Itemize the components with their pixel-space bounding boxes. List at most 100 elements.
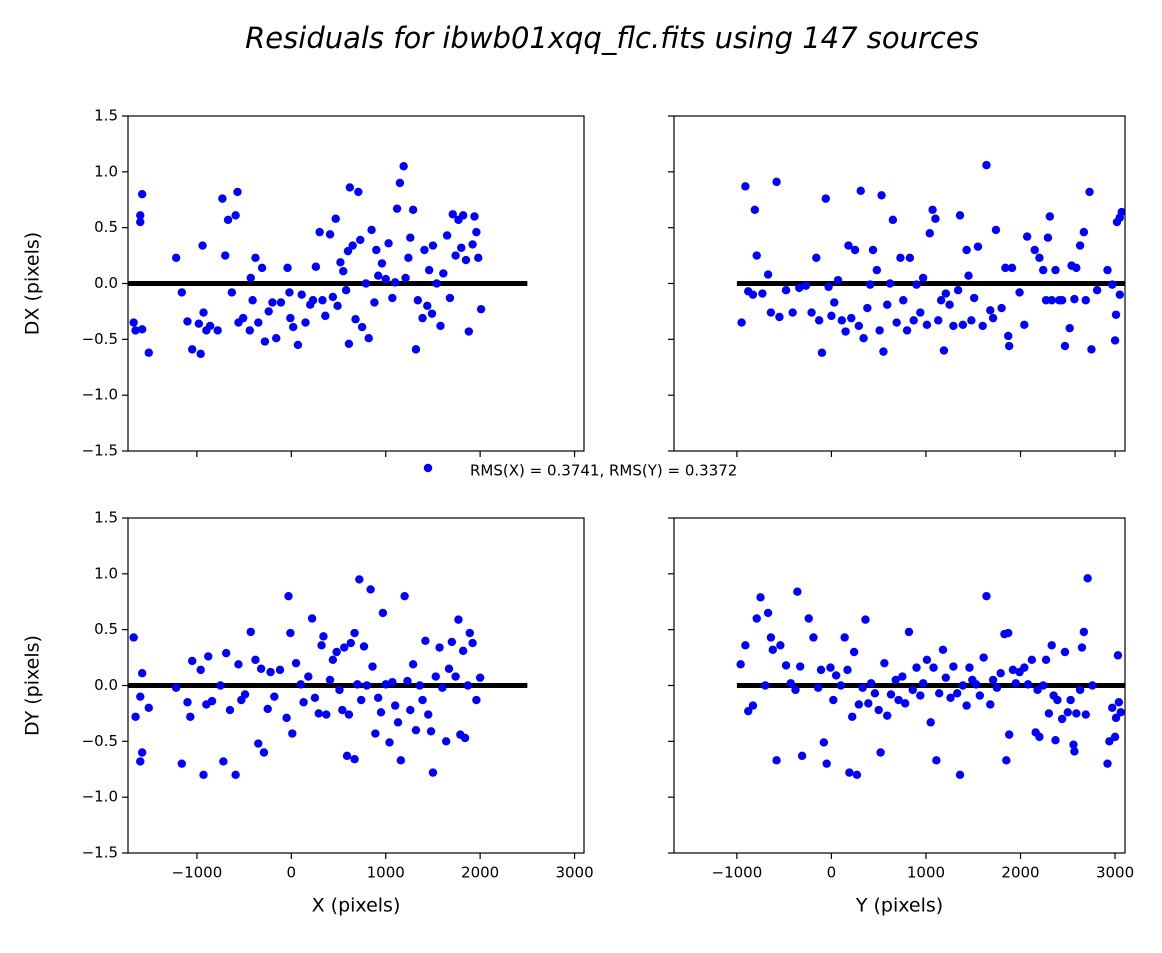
y-tick-label: 1.0 [94, 564, 118, 582]
point [894, 695, 903, 705]
point [916, 308, 925, 317]
point [254, 318, 263, 327]
point [804, 614, 813, 623]
point [1004, 628, 1013, 638]
x-tick-label: 3000 [1096, 864, 1134, 882]
point [304, 672, 313, 681]
point [1108, 703, 1117, 713]
point [381, 680, 390, 689]
point [776, 641, 785, 650]
point [886, 690, 896, 699]
point [366, 585, 375, 594]
point [338, 705, 347, 715]
subplot: −1.5 −1.0 −0.5 0.0 0.5 1.0 1.5 DX (pixels) [22, 107, 585, 460]
point [311, 262, 321, 271]
point [1047, 641, 1056, 650]
point [282, 713, 291, 723]
point [1070, 294, 1079, 304]
point [841, 327, 850, 336]
point [996, 669, 1005, 678]
point [221, 648, 231, 658]
point [1051, 736, 1060, 745]
point [829, 695, 838, 705]
point [816, 665, 826, 675]
point [137, 748, 147, 757]
point [216, 681, 225, 690]
point [896, 253, 905, 263]
point [880, 658, 889, 668]
point [355, 575, 364, 584]
point [1044, 709, 1054, 718]
point [741, 641, 750, 650]
point [1085, 187, 1094, 197]
point [899, 296, 908, 305]
point [1057, 714, 1067, 724]
point [272, 334, 281, 343]
point [1081, 296, 1090, 305]
y-tick-label: 0.0 [94, 676, 118, 694]
point [1087, 345, 1096, 354]
point [865, 280, 875, 289]
point [1065, 323, 1074, 333]
point [912, 663, 921, 672]
point [1051, 265, 1060, 275]
point [321, 311, 330, 321]
point [408, 205, 418, 214]
point [926, 718, 935, 727]
subplot [668, 115, 1126, 457]
point [240, 690, 250, 699]
point [847, 313, 856, 323]
point [438, 683, 447, 692]
point [979, 653, 988, 662]
point [322, 710, 331, 719]
point [341, 286, 351, 295]
point [938, 645, 948, 654]
point [852, 770, 862, 780]
point [752, 614, 761, 623]
point [413, 296, 423, 305]
y-tick-label: −0.5 [82, 732, 118, 750]
point [283, 263, 292, 273]
point [315, 227, 324, 237]
point [183, 698, 192, 707]
point [845, 768, 854, 777]
point [850, 245, 860, 255]
point [1110, 732, 1120, 742]
point [946, 693, 955, 702]
point [791, 685, 800, 695]
point [958, 681, 968, 690]
point [797, 751, 807, 761]
subplot: −1.5 −1.0 −0.5 0.0 0.5 1.0 1.5 −1000 0 1000 2000 30… [22, 509, 594, 917]
point [866, 679, 876, 688]
point [872, 265, 882, 275]
point [333, 301, 342, 311]
point [1103, 265, 1112, 275]
point [939, 346, 949, 355]
point [359, 642, 369, 651]
point [339, 267, 348, 276]
point [821, 194, 830, 203]
point [345, 183, 355, 192]
point [457, 243, 466, 252]
point [256, 664, 266, 673]
point [361, 279, 371, 288]
point [1092, 286, 1102, 295]
point [858, 683, 867, 692]
point [406, 705, 415, 715]
point [1081, 710, 1090, 719]
point [411, 345, 421, 354]
point [831, 671, 841, 680]
point [381, 274, 390, 284]
point [354, 187, 363, 197]
point [187, 345, 197, 354]
point [441, 737, 451, 746]
point [1066, 695, 1075, 705]
point [1063, 708, 1072, 717]
point [964, 271, 973, 280]
point [781, 286, 791, 295]
y-tick-label: −1.0 [82, 386, 118, 404]
point [763, 270, 773, 279]
point [259, 748, 269, 757]
point [766, 633, 776, 642]
point [1035, 732, 1044, 742]
